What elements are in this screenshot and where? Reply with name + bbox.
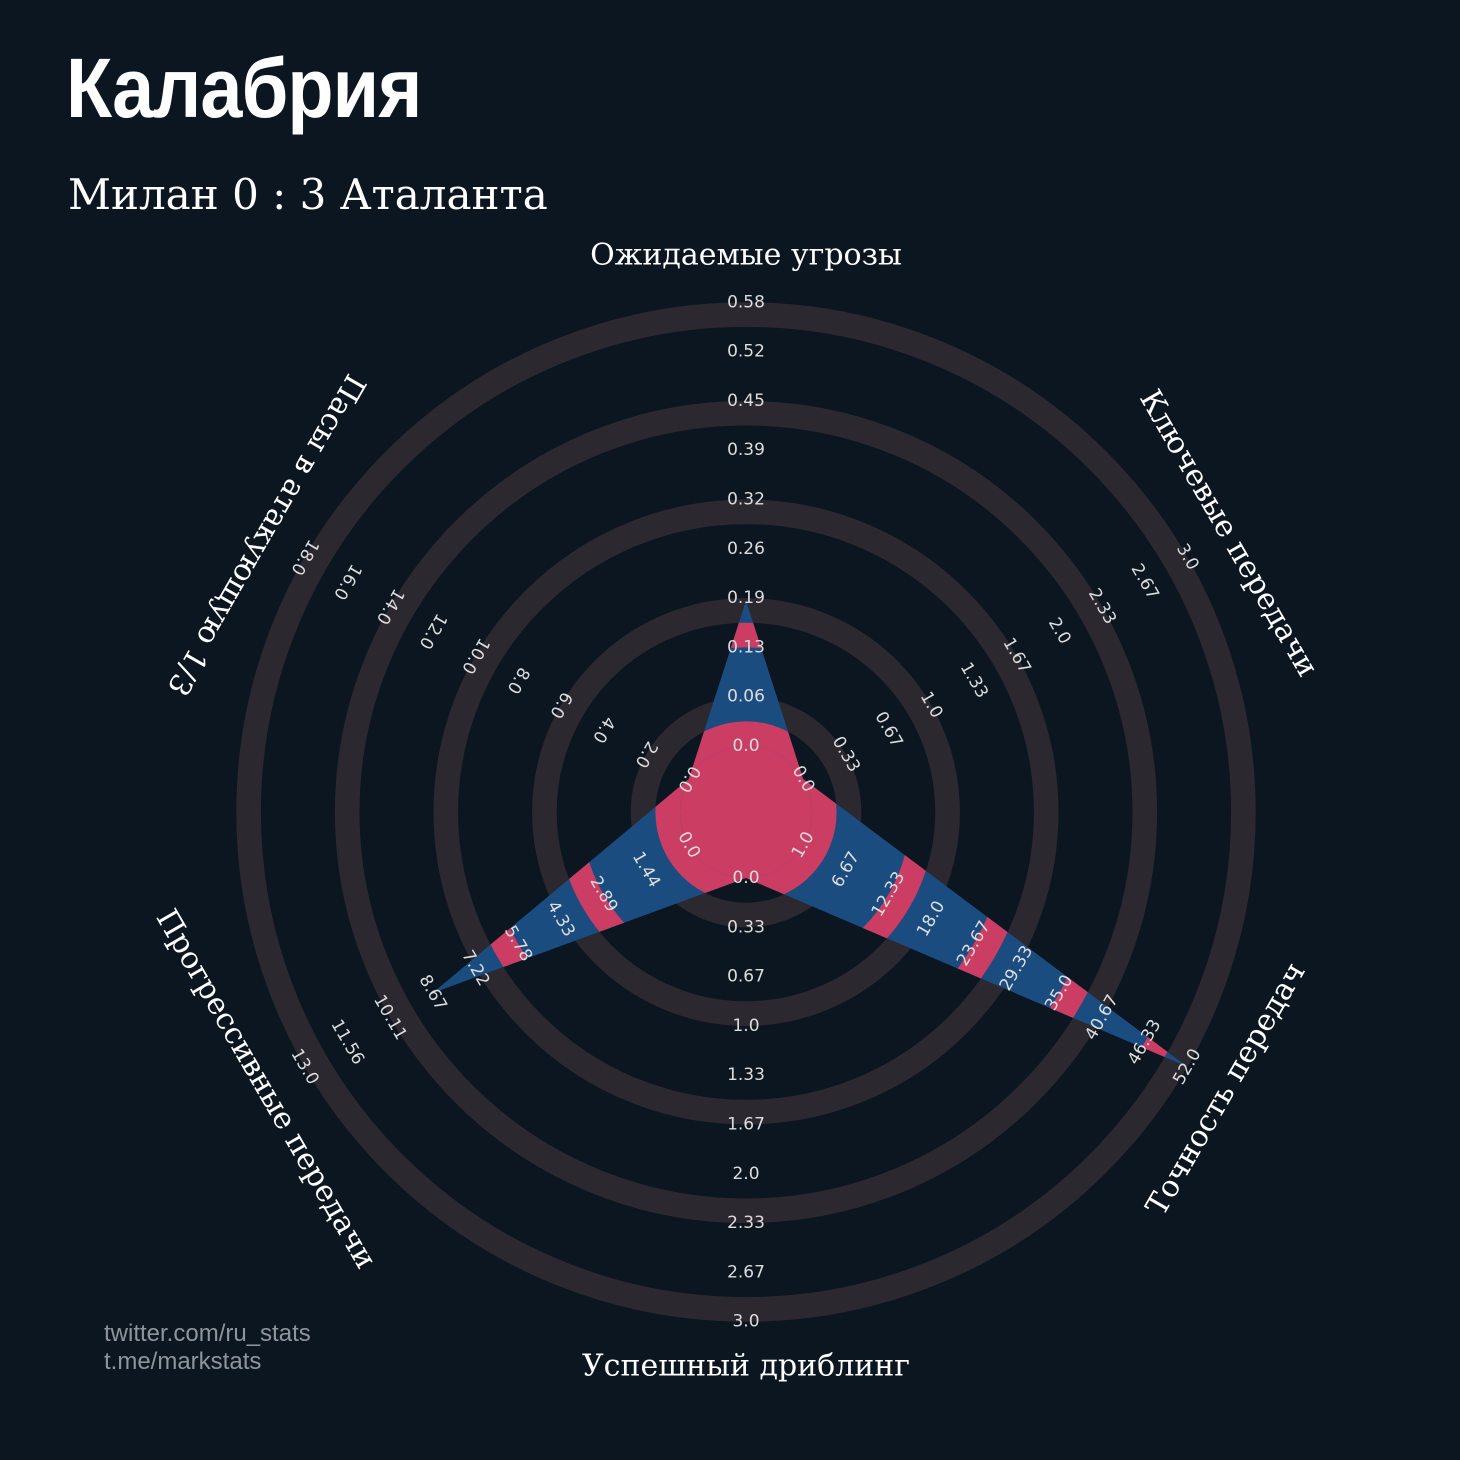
- tick-label: 0.0: [732, 868, 759, 888]
- background-rings: [236, 302, 1256, 1322]
- polygon-center: [680, 746, 812, 878]
- axis-label: Успешный дриблинг: [582, 1349, 910, 1384]
- credits: twitter.com/ru_stats t.me/markstats: [104, 1320, 311, 1376]
- tick-label: 4.0: [588, 713, 619, 746]
- tick-label: 0.58: [727, 292, 765, 312]
- tick-label: 0.26: [727, 539, 765, 559]
- tick-label: 0.13: [727, 637, 765, 657]
- tick-label: 0.67: [727, 967, 765, 987]
- credits-twitter: twitter.com/ru_stats: [104, 1320, 311, 1347]
- tick-label: 16.0: [329, 560, 365, 603]
- tick-label: 0.67: [870, 708, 906, 751]
- tick-label: 0.06: [727, 687, 765, 707]
- tick-label: 1.33: [956, 659, 992, 702]
- tick-label: 2.0: [1044, 614, 1075, 647]
- credits-telegram: t.me/markstats: [104, 1348, 262, 1375]
- tick-label: 1.67: [727, 1115, 765, 1135]
- tick-label: 2.0: [732, 1164, 759, 1184]
- tick-label: 1.0: [732, 1016, 759, 1036]
- tick-label: 8.67: [415, 972, 451, 1015]
- tick-label: 11.56: [326, 1016, 368, 1068]
- tick-label: 0.32: [727, 490, 765, 510]
- chart-subtitle: Милан 0 : 3 Аталанта: [68, 170, 548, 219]
- tick-label: 0.45: [727, 391, 765, 411]
- tick-label: 0.0: [732, 736, 759, 756]
- tick-label: 3.0: [732, 1312, 759, 1332]
- tick-label: 0.33: [727, 917, 765, 937]
- tick-label: 12.0: [415, 610, 451, 653]
- chart-title: Калабрия: [66, 41, 422, 135]
- tick-label: 2.67: [1127, 560, 1163, 603]
- ring-band: [236, 302, 1256, 1322]
- tick-label: 0.52: [727, 342, 765, 362]
- ring-band: [433, 499, 1059, 1125]
- tick-label: 2.67: [727, 1262, 765, 1282]
- tick-label: 0.39: [727, 440, 765, 460]
- tick-label: 2.33: [727, 1213, 765, 1233]
- axis-label: Ожидаемые угрозы: [590, 237, 902, 272]
- tick-label: 8.0: [503, 664, 534, 697]
- tick-label: 0.19: [727, 588, 765, 608]
- tick-label: 1.33: [727, 1065, 765, 1085]
- ring-band: [334, 400, 1158, 1224]
